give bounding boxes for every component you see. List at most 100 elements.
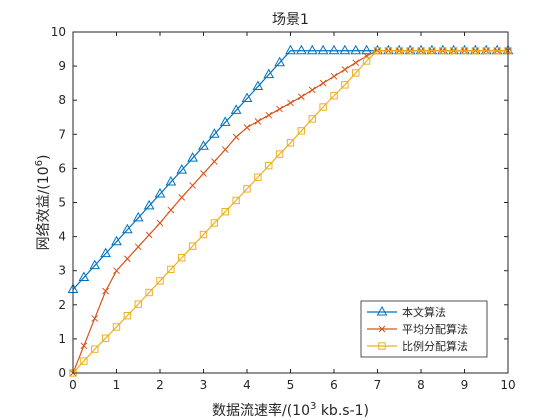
y-tick-label: 1 [58, 332, 66, 346]
data-point [122, 223, 133, 234]
data-point [145, 288, 153, 297]
x-tick-label: 6 [330, 378, 338, 392]
y-tick-label: 0 [58, 366, 66, 380]
y-tick-label: 10 [51, 25, 66, 39]
data-point [243, 124, 251, 131]
data-point [306, 44, 318, 55]
data-point [362, 57, 371, 65]
data-point [132, 211, 144, 222]
data-point [361, 44, 372, 55]
data-point [263, 68, 275, 79]
x-tick-label: 0 [69, 378, 77, 392]
data-point [428, 47, 436, 55]
data-point [156, 277, 164, 285]
x-tick-label: 3 [200, 378, 208, 392]
y-tick-label: 8 [58, 93, 66, 107]
data-point [275, 150, 284, 158]
data-point [134, 243, 142, 251]
data-point [176, 164, 188, 174]
y-tick-label: 7 [58, 127, 66, 141]
data-point [210, 219, 219, 227]
data-point [417, 47, 425, 55]
y-tick-label: 5 [58, 196, 66, 210]
legend-label: 本文算法 [402, 305, 446, 319]
data-point [276, 105, 283, 113]
data-point [209, 128, 220, 138]
data-point [328, 44, 340, 55]
data-point [297, 127, 306, 135]
data-point [406, 47, 414, 55]
data-point [287, 99, 294, 107]
y-axis-title: 网络效益/(106) [34, 155, 52, 251]
data-point [221, 208, 229, 216]
data-point [254, 117, 262, 125]
data-point [91, 345, 99, 353]
data-point [285, 44, 296, 55]
data-point [101, 334, 110, 342]
data-point [113, 267, 120, 275]
data-point [200, 170, 207, 177]
data-point [89, 259, 101, 270]
data-point [243, 185, 251, 193]
data-point [308, 86, 316, 94]
y-tick-label: 2 [58, 298, 66, 312]
data-point [167, 206, 175, 214]
x-tick-label: 4 [243, 378, 251, 392]
legend-marker [376, 305, 388, 316]
plot-frame [72, 31, 509, 374]
data-point [221, 146, 229, 153]
legend-item: 比例分配算法 [367, 339, 468, 353]
data-point [111, 235, 122, 246]
data-point [265, 161, 273, 170]
data-point [219, 116, 231, 126]
data-point [178, 254, 186, 262]
data-point [156, 219, 164, 227]
data-point [286, 139, 295, 147]
data-point [134, 300, 142, 308]
data-point [330, 92, 338, 100]
data-point [341, 66, 349, 73]
data-point [154, 187, 166, 198]
data-point [123, 312, 132, 320]
data-point [91, 315, 99, 322]
data-point [395, 47, 403, 55]
x-axis-title: 数据流速率/(103 kb.s-1) [212, 401, 369, 419]
x-tick-label: 8 [417, 378, 425, 392]
data-point [330, 72, 338, 80]
data-point [80, 357, 88, 365]
data-point [232, 133, 240, 141]
x-tick-label: 5 [287, 378, 295, 392]
data-point [296, 44, 307, 55]
data-point [143, 199, 155, 210]
legend-item: 平均分配算法 [367, 322, 468, 336]
data-point [350, 44, 362, 55]
data-point [198, 140, 209, 150]
data-point [112, 323, 121, 331]
data-point [319, 79, 327, 87]
data-point [482, 47, 490, 55]
data-point [471, 47, 480, 55]
data-point [211, 158, 218, 165]
data-point [449, 47, 458, 55]
x-tick-label: 9 [461, 378, 469, 392]
data-point [298, 93, 305, 101]
legend-marker [378, 342, 386, 350]
data-point [373, 47, 382, 55]
data-point [384, 47, 393, 55]
chart-title: 场景1 [272, 12, 309, 28]
legend-item: 本文算法 [367, 305, 446, 319]
series-3 [69, 47, 512, 377]
data-point [80, 342, 88, 350]
data-point [100, 247, 111, 258]
legend-label: 比例分配算法 [402, 339, 468, 353]
data-point [188, 242, 197, 250]
data-point [189, 182, 196, 189]
data-point [232, 196, 240, 205]
x-tick-label: 10 [500, 378, 515, 392]
data-point [265, 111, 273, 119]
data-point [352, 59, 360, 67]
x-tick-label: 2 [156, 378, 164, 392]
data-point [308, 115, 316, 123]
